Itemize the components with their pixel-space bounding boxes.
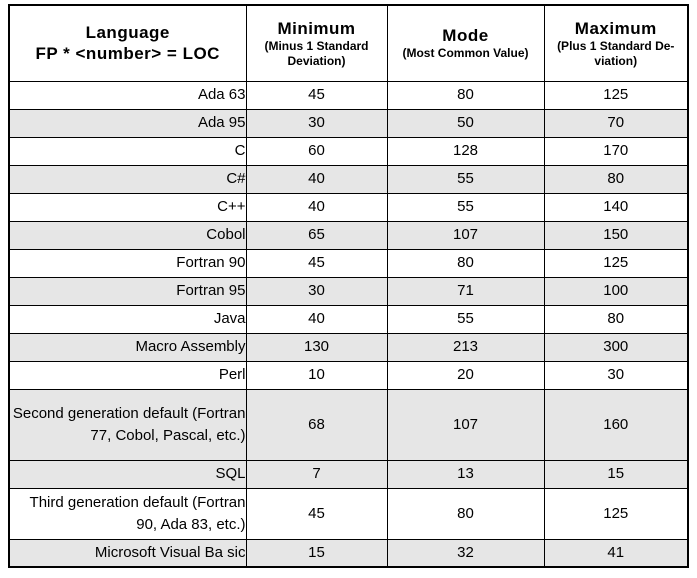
maximum-header-subtitle: (Plus 1 Standard De-viation) [557, 38, 675, 68]
mode-cell: 128 [386, 136, 545, 166]
minimum-cell: 45 [245, 487, 388, 540]
fp-loc-conversion-table: Language FP * <number> = LOC Minimum (Mi… [8, 4, 689, 568]
language-cell: C++ [8, 192, 247, 222]
minimum-cell: 68 [245, 388, 388, 461]
mode-cell: 213 [386, 332, 545, 362]
mode-cell: 80 [386, 248, 545, 278]
column-header-minimum: Minimum (Minus 1 Standard Deviation) [245, 4, 388, 82]
table-row: Second generation default (Fortran 77, C… [8, 388, 689, 461]
table-row: Java 40 55 80 [8, 304, 689, 334]
mode-cell: 107 [386, 220, 545, 250]
language-cell: Fortran 95 [8, 276, 247, 306]
table-row: Third generation default (Fortran 90, Ad… [8, 487, 689, 540]
table-row: Macro Assembly 130 213 300 [8, 332, 689, 362]
table-row: Fortran 90 45 80 125 [8, 248, 689, 278]
minimum-cell: 7 [245, 459, 388, 489]
minimum-cell: 65 [245, 220, 388, 250]
minimum-cell: 30 [245, 276, 388, 306]
mode-cell: 55 [386, 192, 545, 222]
mode-cell: 50 [386, 108, 545, 138]
language-cell: SQL [8, 459, 247, 489]
language-cell: C [8, 136, 247, 166]
maximum-header-title: Maximum [574, 18, 657, 38]
maximum-cell: 140 [543, 192, 689, 222]
maximum-cell: 80 [543, 304, 689, 334]
minimum-cell: 45 [245, 80, 388, 110]
language-cell: Ada 63 [8, 80, 247, 110]
language-cell: Third generation default (Fortran 90, Ad… [8, 487, 247, 540]
minimum-header-title: Minimum [277, 18, 356, 38]
maximum-cell: 100 [543, 276, 689, 306]
table-row: Microsoft Visual Ba sic 15 32 41 [8, 538, 689, 568]
mode-cell: 55 [386, 304, 545, 334]
minimum-cell: 40 [245, 192, 388, 222]
language-cell: C# [8, 164, 247, 194]
mode-cell: 13 [386, 459, 545, 489]
maximum-cell: 70 [543, 108, 689, 138]
mode-cell: 107 [386, 388, 545, 461]
maximum-cell: 150 [543, 220, 689, 250]
column-header-language: Language FP * <number> = LOC [8, 4, 247, 82]
table-header-row: Language FP * <number> = LOC Minimum (Mi… [8, 4, 689, 82]
mode-header-subtitle: (Most Common Value) [402, 46, 529, 61]
maximum-cell: 30 [543, 360, 689, 390]
language-cell: Microsoft Visual Ba sic [8, 538, 247, 568]
mode-header-title: Mode [442, 26, 489, 46]
minimum-header-subtitle: (Minus 1 Standard Deviation) [264, 38, 369, 68]
minimum-cell: 40 [245, 164, 388, 194]
table-row: Ada 95 30 50 70 [8, 108, 689, 138]
column-header-mode: Mode (Most Common Value) [386, 4, 545, 82]
mode-cell: 80 [386, 80, 545, 110]
minimum-cell: 30 [245, 108, 388, 138]
table-row: C 60 128 170 [8, 136, 689, 166]
maximum-cell: 41 [543, 538, 689, 568]
table-row: Fortran 95 30 71 100 [8, 276, 689, 306]
minimum-cell: 10 [245, 360, 388, 390]
table-row: Perl 10 20 30 [8, 360, 689, 390]
mode-cell: 20 [386, 360, 545, 390]
mode-cell: 55 [386, 164, 545, 194]
maximum-cell: 300 [543, 332, 689, 362]
language-header-title: Language [85, 22, 170, 42]
table-row: C# 40 55 80 [8, 164, 689, 194]
language-header-formula: FP * <number> = LOC [35, 43, 220, 63]
table-row: Cobol 65 107 150 [8, 220, 689, 250]
maximum-cell: 125 [543, 487, 689, 540]
maximum-cell: 125 [543, 248, 689, 278]
language-cell: Second generation default (Fortran 77, C… [8, 388, 247, 461]
maximum-cell: 15 [543, 459, 689, 489]
column-header-maximum: Maximum (Plus 1 Standard De-viation) [543, 4, 689, 82]
minimum-cell: 130 [245, 332, 388, 362]
maximum-cell: 125 [543, 80, 689, 110]
minimum-cell: 40 [245, 304, 388, 334]
maximum-cell: 160 [543, 388, 689, 461]
language-cell: Macro Assembly [8, 332, 247, 362]
maximum-cell: 170 [543, 136, 689, 166]
minimum-cell: 60 [245, 136, 388, 166]
maximum-cell: 80 [543, 164, 689, 194]
language-cell: Perl [8, 360, 247, 390]
minimum-cell: 15 [245, 538, 388, 568]
language-cell: Java [8, 304, 247, 334]
language-cell: Ada 95 [8, 108, 247, 138]
table-row: C++ 40 55 140 [8, 192, 689, 222]
minimum-cell: 45 [245, 248, 388, 278]
table-row: Ada 63 45 80 125 [8, 80, 689, 110]
language-cell: Fortran 90 [8, 248, 247, 278]
mode-cell: 80 [386, 487, 545, 540]
table-row: SQL 7 13 15 [8, 459, 689, 489]
mode-cell: 71 [386, 276, 545, 306]
language-cell: Cobol [8, 220, 247, 250]
mode-cell: 32 [386, 538, 545, 568]
